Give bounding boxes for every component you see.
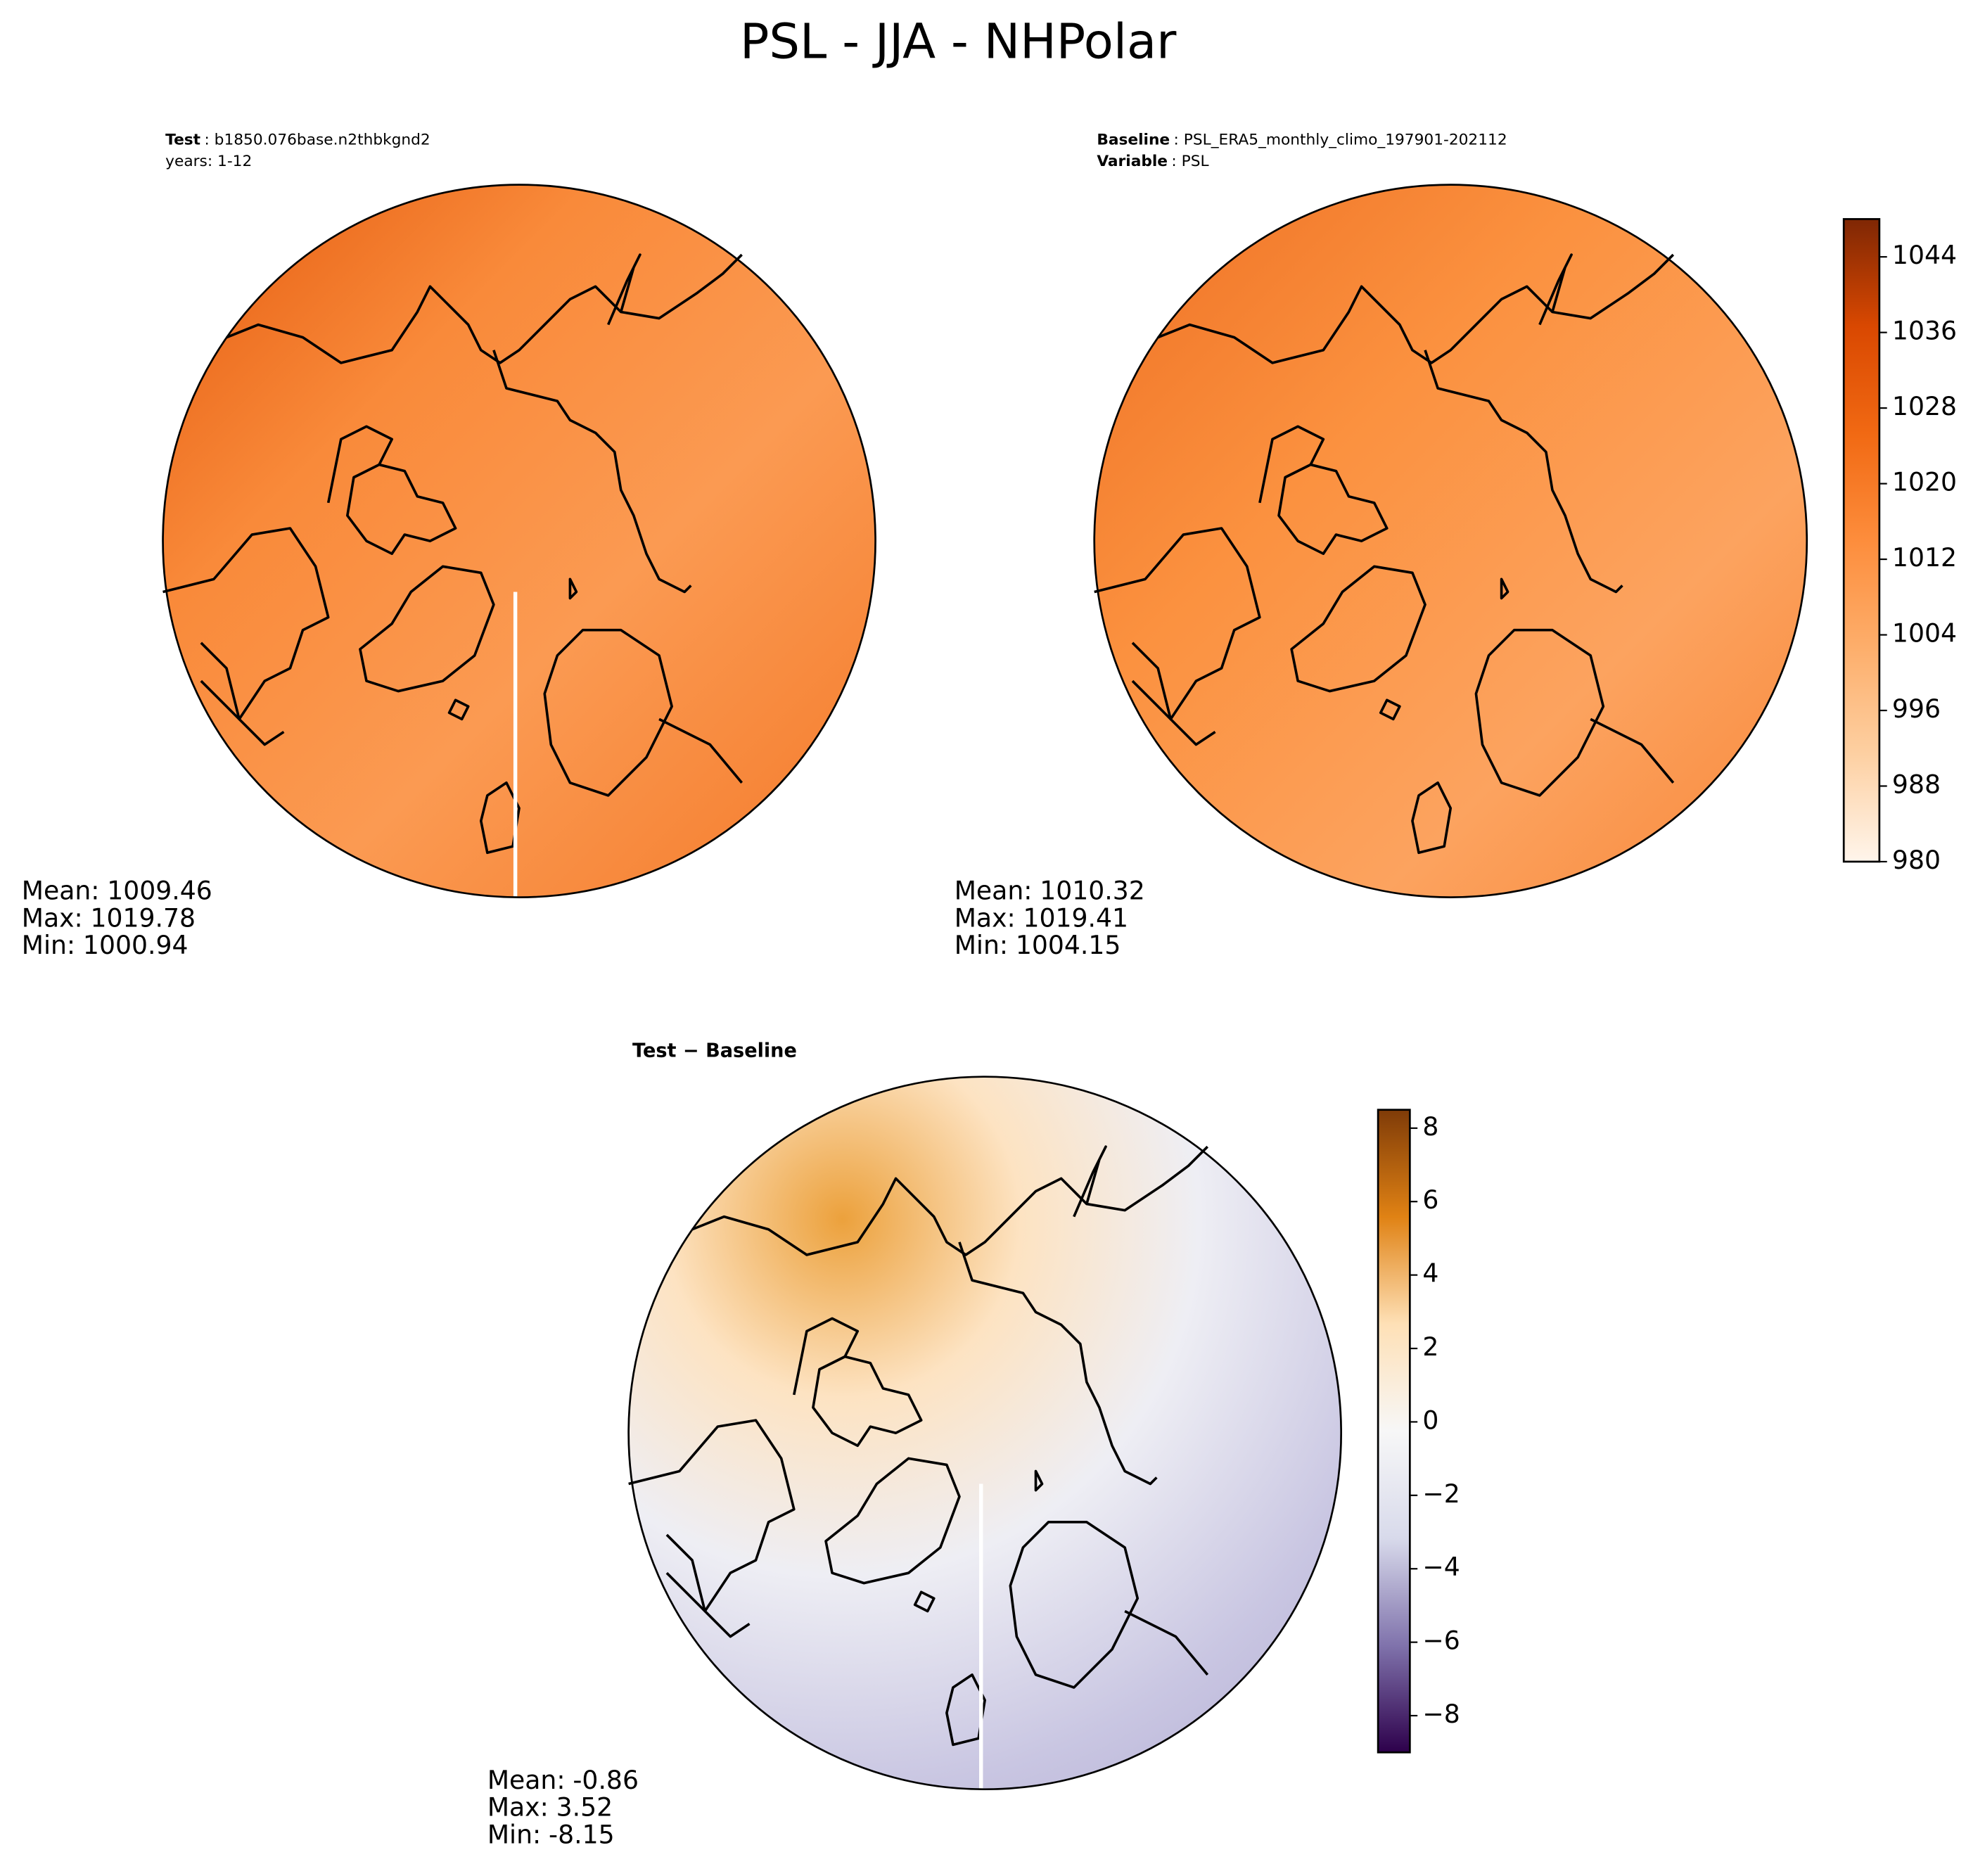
colorbar: [1842, 218, 1881, 863]
header-text: years: 1-12: [165, 153, 252, 170]
stat-label: Min:: [22, 930, 75, 960]
stat-label: Max:: [955, 902, 1016, 933]
header-text: : PSL: [1171, 153, 1208, 170]
colorbar-tick-label: 1028: [1892, 391, 1957, 421]
figure-title: PSL - JJA - NHPolar: [740, 14, 1177, 70]
colorbar-tick-label: 1004: [1892, 618, 1957, 649]
colorbar-tick-label: −6: [1422, 1626, 1460, 1656]
header-text: : PSL_ERA5_monthly_climo_197901-202112: [1174, 131, 1507, 148]
stat: Min: 1004.15: [955, 930, 1121, 960]
map-test: [161, 184, 876, 898]
stat: Min: -8.15: [487, 1820, 615, 1850]
colorbar-tick-label: 8: [1422, 1111, 1438, 1142]
stat-value: 1019.78: [91, 902, 196, 933]
stat-value: -8.15: [549, 1820, 615, 1850]
panel-header: Test: b1850.076base.n2thbkgnd2: [165, 131, 430, 148]
colorbar-tick-label: −4: [1422, 1552, 1460, 1582]
stat-label: Mean:: [487, 1765, 566, 1795]
stat-value: 1009.46: [107, 875, 212, 905]
stat-label: Mean:: [22, 875, 100, 905]
stat: Min: 1000.94: [22, 930, 189, 960]
stat-label: Max:: [487, 1792, 549, 1823]
stat-label: Min:: [955, 930, 1008, 960]
header-label: Test − Baseline: [632, 1040, 797, 1061]
stat-value: -0.86: [573, 1765, 639, 1795]
map-field: [1094, 184, 1807, 898]
map-border: [1093, 184, 1808, 898]
header-label: Baseline: [1097, 131, 1170, 148]
colorbar-tick-label: −8: [1422, 1699, 1460, 1729]
colorbar-tick-label: −2: [1422, 1479, 1460, 1509]
stat-value: 1010.32: [1040, 875, 1145, 905]
stat: Max: 3.52: [487, 1792, 613, 1823]
colorbar-tick-label: 996: [1892, 694, 1941, 724]
stat: Mean: 1010.32: [955, 875, 1145, 905]
stat: Mean: -0.86: [487, 1765, 639, 1795]
colorbar-tick-label: 988: [1892, 769, 1941, 799]
panel-header: Baseline: PSL_ERA5_monthly_climo_197901-…: [1097, 131, 1507, 148]
panel-header: Test − Baseline: [632, 1040, 797, 1061]
colorbar-tick-label: 0: [1422, 1405, 1438, 1435]
stat-label: Min:: [487, 1820, 541, 1850]
panel-header: Variable: PSL: [1097, 153, 1208, 170]
colorbar-tick-label: 1044: [1892, 240, 1957, 270]
stat: Max: 1019.78: [22, 902, 196, 933]
map-field: [628, 1076, 1341, 1789]
map-border: [627, 1076, 1343, 1791]
map-diff: [627, 1076, 1343, 1791]
map-field: [162, 184, 876, 898]
header-text: : b1850.076base.n2thbkgnd2: [204, 131, 430, 148]
map-baseline: [1092, 184, 1808, 898]
panel-header: years: 1-12: [165, 153, 252, 170]
colorbar-tick-label: 1012: [1892, 542, 1957, 573]
header-label: Variable: [1097, 153, 1168, 170]
stat-label: Mean:: [955, 875, 1033, 905]
stat: Mean: 1009.46: [22, 875, 212, 905]
colorbar: [1377, 1109, 1411, 1754]
colorbar-tick-label: 1036: [1892, 316, 1957, 346]
map-border: [162, 184, 876, 898]
stat-value: 1004.15: [1016, 930, 1121, 960]
stat-label: Max:: [22, 902, 83, 933]
stat-value: 3.52: [556, 1792, 613, 1823]
colorbar-tick-label: 980: [1892, 845, 1941, 875]
stat: Max: 1019.41: [955, 902, 1128, 933]
colorbar-tick-label: 1020: [1892, 467, 1957, 497]
colorbar-tick-label: 2: [1422, 1332, 1438, 1362]
colorbar-tick-label: 6: [1422, 1185, 1438, 1215]
stat-value: 1019.41: [1023, 902, 1129, 933]
stat-value: 1000.94: [83, 930, 189, 960]
colorbar-tick-label: 4: [1422, 1258, 1438, 1289]
header-label: Test: [165, 131, 200, 148]
